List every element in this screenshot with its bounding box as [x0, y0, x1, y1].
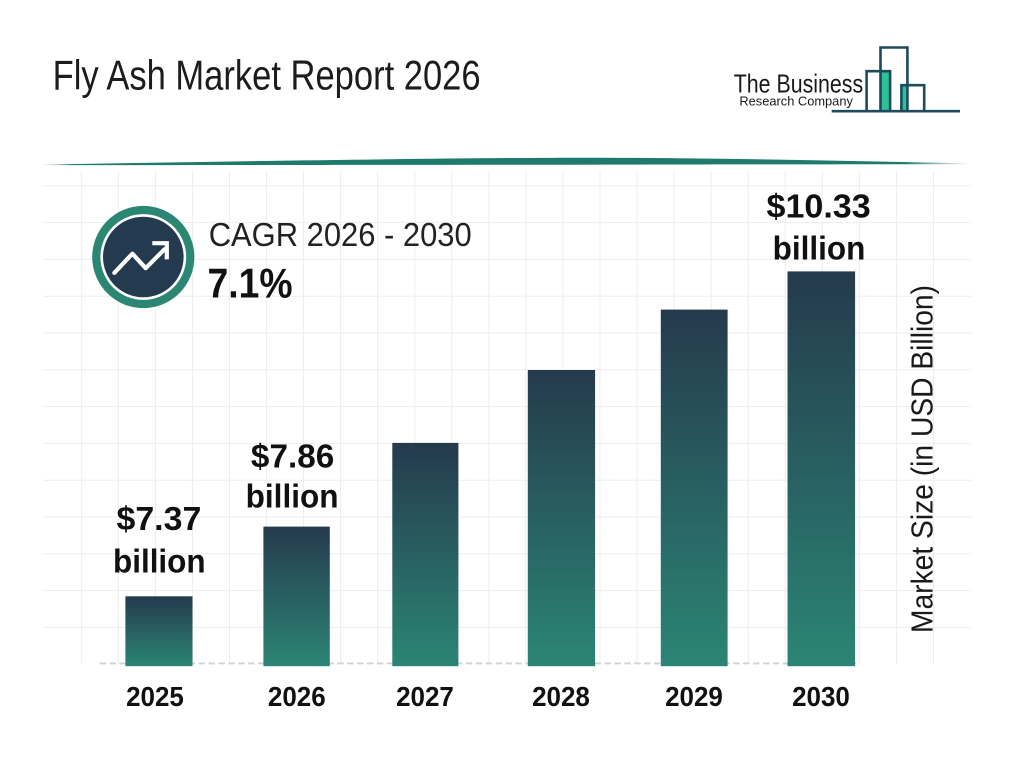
svg-text:2030: 2030: [792, 681, 850, 712]
svg-text:Fly Ash Market Report 2026: Fly Ash Market Report 2026: [53, 51, 481, 98]
svg-text:$7.37: $7.37: [117, 500, 202, 537]
svg-text:2027: 2027: [396, 681, 454, 712]
svg-text:2029: 2029: [665, 681, 723, 712]
svg-text:$10.33: $10.33: [767, 187, 871, 224]
svg-text:CAGR 2026 - 2030: CAGR 2026 - 2030: [209, 216, 472, 253]
svg-text:billion: billion: [773, 229, 866, 266]
svg-text:Research Company: Research Company: [739, 93, 853, 108]
svg-text:The Business: The Business: [734, 71, 864, 99]
svg-text:7.1%: 7.1%: [208, 260, 293, 307]
svg-text:billion: billion: [113, 543, 206, 580]
svg-text:$7.86: $7.86: [251, 438, 334, 475]
svg-text:2028: 2028: [532, 681, 590, 712]
svg-text:billion: billion: [246, 478, 339, 515]
svg-text:Market Size (in USD Billion): Market Size (in USD Billion): [906, 285, 940, 633]
svg-text:2025: 2025: [126, 681, 184, 712]
svg-text:2026: 2026: [268, 681, 326, 712]
